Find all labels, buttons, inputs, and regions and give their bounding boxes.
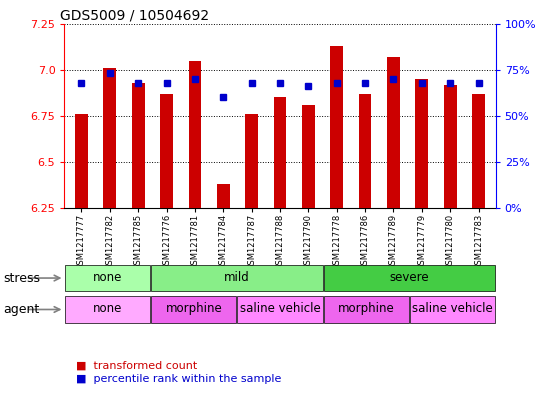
Bar [237, 296, 323, 323]
Bar [410, 296, 495, 323]
Bar [387, 57, 400, 208]
Text: saline vehicle: saline vehicle [412, 302, 493, 316]
Bar [65, 265, 150, 291]
Text: ■  percentile rank within the sample: ■ percentile rank within the sample [76, 374, 281, 384]
Bar [330, 46, 343, 208]
Bar [160, 94, 173, 208]
Text: none: none [93, 271, 122, 284]
Text: morphine: morphine [165, 302, 222, 316]
Bar [274, 97, 286, 208]
Bar [151, 296, 236, 323]
Bar [65, 296, 150, 323]
Bar [151, 265, 323, 291]
Bar [416, 79, 428, 208]
Bar [75, 114, 88, 208]
Text: stress: stress [3, 272, 40, 285]
Bar [245, 114, 258, 208]
Text: none: none [93, 302, 122, 316]
Bar [132, 83, 144, 208]
Bar [472, 94, 485, 208]
Text: GDS5009 / 10504692: GDS5009 / 10504692 [60, 8, 209, 22]
Bar [189, 61, 201, 208]
Bar [217, 184, 230, 208]
Text: morphine: morphine [338, 302, 395, 316]
Bar [324, 296, 409, 323]
Bar [324, 265, 495, 291]
Bar [444, 84, 456, 208]
Bar [359, 94, 371, 208]
Text: agent: agent [3, 303, 39, 316]
Text: mild: mild [224, 271, 250, 284]
Bar [104, 68, 116, 208]
Text: ■  transformed count: ■ transformed count [76, 360, 197, 371]
Text: severe: severe [390, 271, 429, 284]
Text: saline vehicle: saline vehicle [240, 302, 320, 316]
Bar [302, 105, 315, 208]
